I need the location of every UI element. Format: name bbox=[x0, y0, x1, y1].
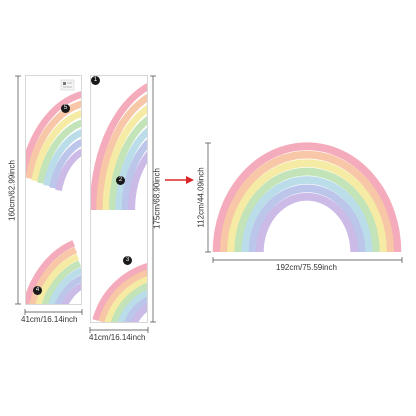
rainbow-band bbox=[117, 289, 148, 323]
sheet2-badge-bottom: 3 bbox=[123, 256, 132, 265]
rainbow-band bbox=[43, 128, 82, 187]
rainbow-band bbox=[108, 115, 148, 211]
sheet2-width-label: 41cm/16.14inch bbox=[89, 333, 146, 342]
sheet2-height-label: 175cm/68.90inch bbox=[152, 168, 162, 229]
rainbow-band bbox=[212, 142, 402, 253]
assembled-height-label: 112cm/44.09inch bbox=[196, 167, 206, 228]
rainbow-band bbox=[90, 82, 148, 211]
rainbow-band bbox=[115, 126, 148, 211]
sheet1-label-sticker bbox=[60, 79, 75, 91]
assembled-rainbow bbox=[212, 142, 402, 253]
rainbow-band bbox=[219, 150, 395, 253]
rainbow-band bbox=[55, 148, 82, 192]
rainbow-band bbox=[241, 176, 373, 253]
sheet2-rainbow bbox=[90, 82, 148, 323]
sheet2-badge-mid: 2 bbox=[116, 176, 125, 185]
rainbow-band bbox=[96, 93, 148, 211]
rainbow-band bbox=[98, 269, 148, 323]
dimension-lines bbox=[15, 75, 403, 333]
sheet-2 bbox=[90, 75, 148, 323]
rainbow-band bbox=[49, 138, 82, 189]
sheet1-badge-bottom: 4 bbox=[33, 286, 42, 295]
rainbow-band bbox=[31, 109, 82, 182]
rainbow-band bbox=[255, 192, 359, 253]
arrow-right-icon bbox=[165, 176, 194, 184]
rainbow-band bbox=[128, 150, 148, 211]
rainbow-band bbox=[35, 253, 80, 305]
sheet1-rainbow bbox=[25, 90, 82, 305]
rainbow-band bbox=[121, 138, 148, 211]
sheet2-badge-top: 1 bbox=[91, 76, 100, 85]
sheet-1 bbox=[25, 75, 82, 305]
sheet1-badge-top: 5 bbox=[61, 104, 70, 113]
rainbow-band bbox=[54, 274, 82, 305]
rainbow-band bbox=[130, 303, 148, 323]
rainbow-band bbox=[234, 167, 380, 253]
rainbow-band bbox=[227, 159, 387, 253]
rainbow-band bbox=[37, 119, 82, 184]
rainbow-band bbox=[102, 104, 148, 211]
rainbow-band bbox=[47, 267, 82, 305]
sheet1-width-label: 41cm/16.14inch bbox=[21, 315, 78, 324]
rainbow-band bbox=[61, 282, 82, 305]
rainbow-band bbox=[25, 100, 82, 179]
assembled-width-label: 192cm/75.59inch bbox=[276, 263, 337, 272]
rainbow-band bbox=[28, 246, 78, 305]
rainbow-band bbox=[25, 240, 76, 305]
rainbow-band bbox=[92, 262, 148, 322]
rainbow-band bbox=[110, 282, 148, 323]
sheet1-height-label: 160cm/62.99inch bbox=[7, 160, 17, 221]
rainbow-band bbox=[41, 260, 82, 305]
rainbow-band bbox=[248, 184, 366, 253]
rainbow-band bbox=[25, 90, 82, 177]
rainbow-band bbox=[104, 275, 148, 323]
